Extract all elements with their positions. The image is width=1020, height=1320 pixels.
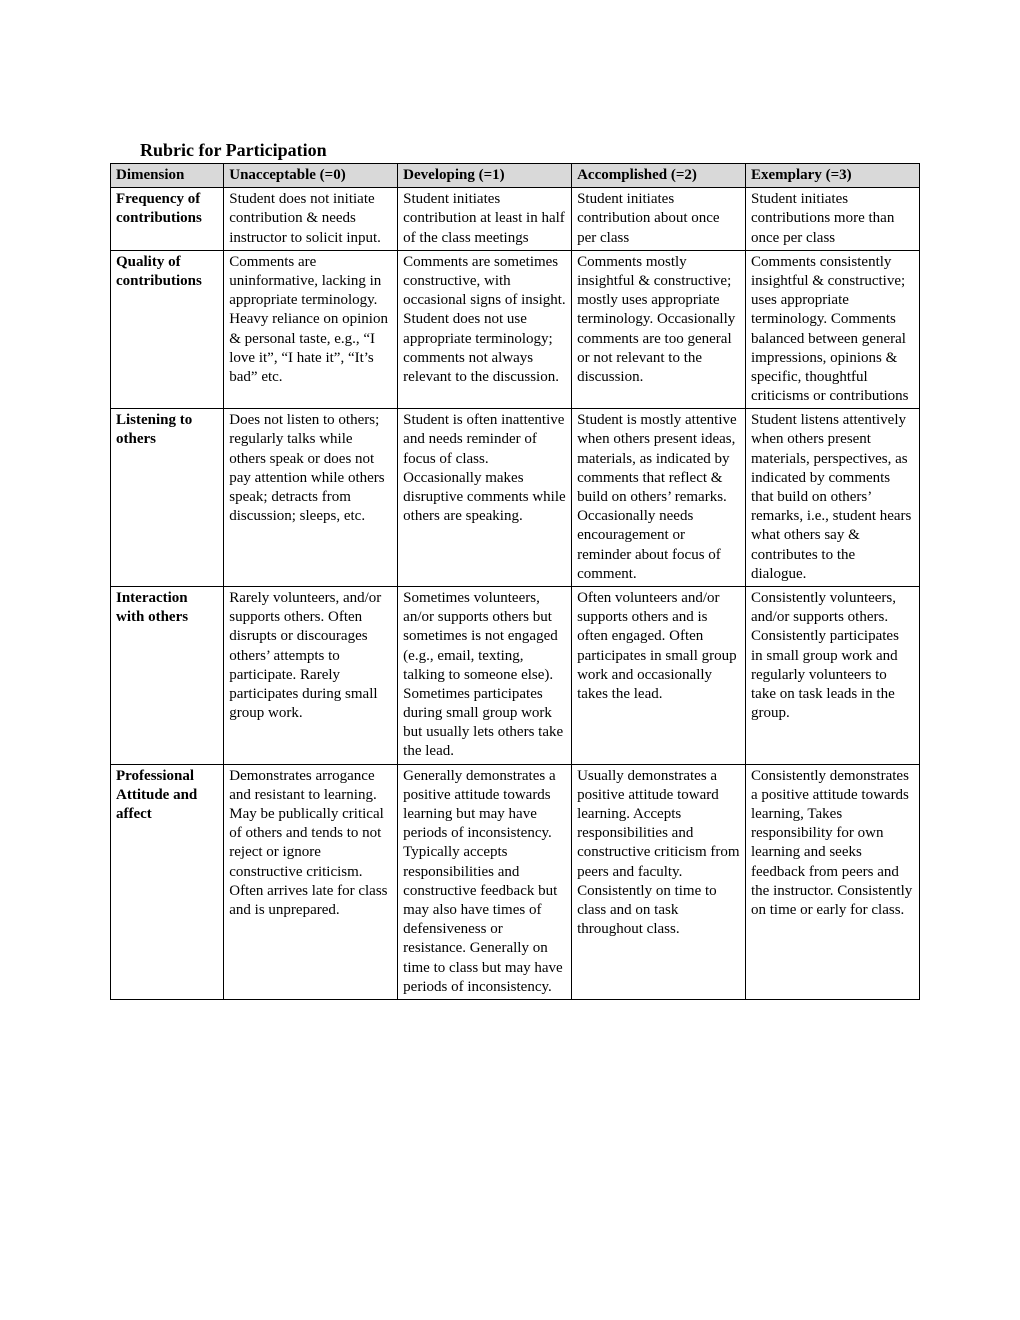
cell: Demonstrates arrogance and resistant to … (224, 764, 398, 999)
cell-dimension: Frequency of contributions (111, 188, 224, 251)
cell: Comments are uninformative, lacking in a… (224, 250, 398, 409)
cell: Consistently demonstrates a positive att… (746, 764, 920, 999)
cell: Student listens attentively when others … (746, 409, 920, 587)
page-container: Rubric for Participation Dimension Unacc… (0, 0, 1020, 1060)
col-unacceptable: Unacceptable (=0) (224, 164, 398, 188)
col-developing: Developing (=1) (398, 164, 572, 188)
table-row: Listening to others Does not listen to o… (111, 409, 920, 587)
cell-dimension: Quality of contributions (111, 250, 224, 409)
cell: Usually demonstrates a positive attitude… (572, 764, 746, 999)
cell: Student initiates contributions more tha… (746, 188, 920, 251)
col-dimension: Dimension (111, 164, 224, 188)
rubric-table: Dimension Unacceptable (=0) Developing (… (110, 163, 920, 1000)
cell-dimension: Listening to others (111, 409, 224, 587)
cell: Often volunteers and/or supports others … (572, 586, 746, 764)
table-row: Professional Attitude and affect Demonst… (111, 764, 920, 999)
cell: Generally demonstrates a positive attitu… (398, 764, 572, 999)
cell: Student does not initiate contribution &… (224, 188, 398, 251)
rubric-title: Rubric for Participation (140, 140, 920, 161)
col-exemplary: Exemplary (=3) (746, 164, 920, 188)
cell-dimension: Interaction with others (111, 586, 224, 764)
cell: Student is often inattentive and needs r… (398, 409, 572, 587)
cell: Comments are sometimes constructive, wit… (398, 250, 572, 409)
cell: Sometimes volunteers, an/or supports oth… (398, 586, 572, 764)
cell: Student is mostly attentive when others … (572, 409, 746, 587)
cell: Student initiates contribution at least … (398, 188, 572, 251)
col-accomplished: Accomplished (=2) (572, 164, 746, 188)
cell: Rarely volunteers, and/or supports other… (224, 586, 398, 764)
table-row: Quality of contributions Comments are un… (111, 250, 920, 409)
cell: Does not listen to others; regularly tal… (224, 409, 398, 587)
cell-dimension: Professional Attitude and affect (111, 764, 224, 999)
cell: Comments consistently insightful & const… (746, 250, 920, 409)
cell: Consistently volunteers, and/or supports… (746, 586, 920, 764)
table-row: Frequency of contributions Student does … (111, 188, 920, 251)
table-header-row: Dimension Unacceptable (=0) Developing (… (111, 164, 920, 188)
cell: Comments mostly insightful & constructiv… (572, 250, 746, 409)
cell: Student initiates contribution about onc… (572, 188, 746, 251)
table-row: Interaction with others Rarely volunteer… (111, 586, 920, 764)
